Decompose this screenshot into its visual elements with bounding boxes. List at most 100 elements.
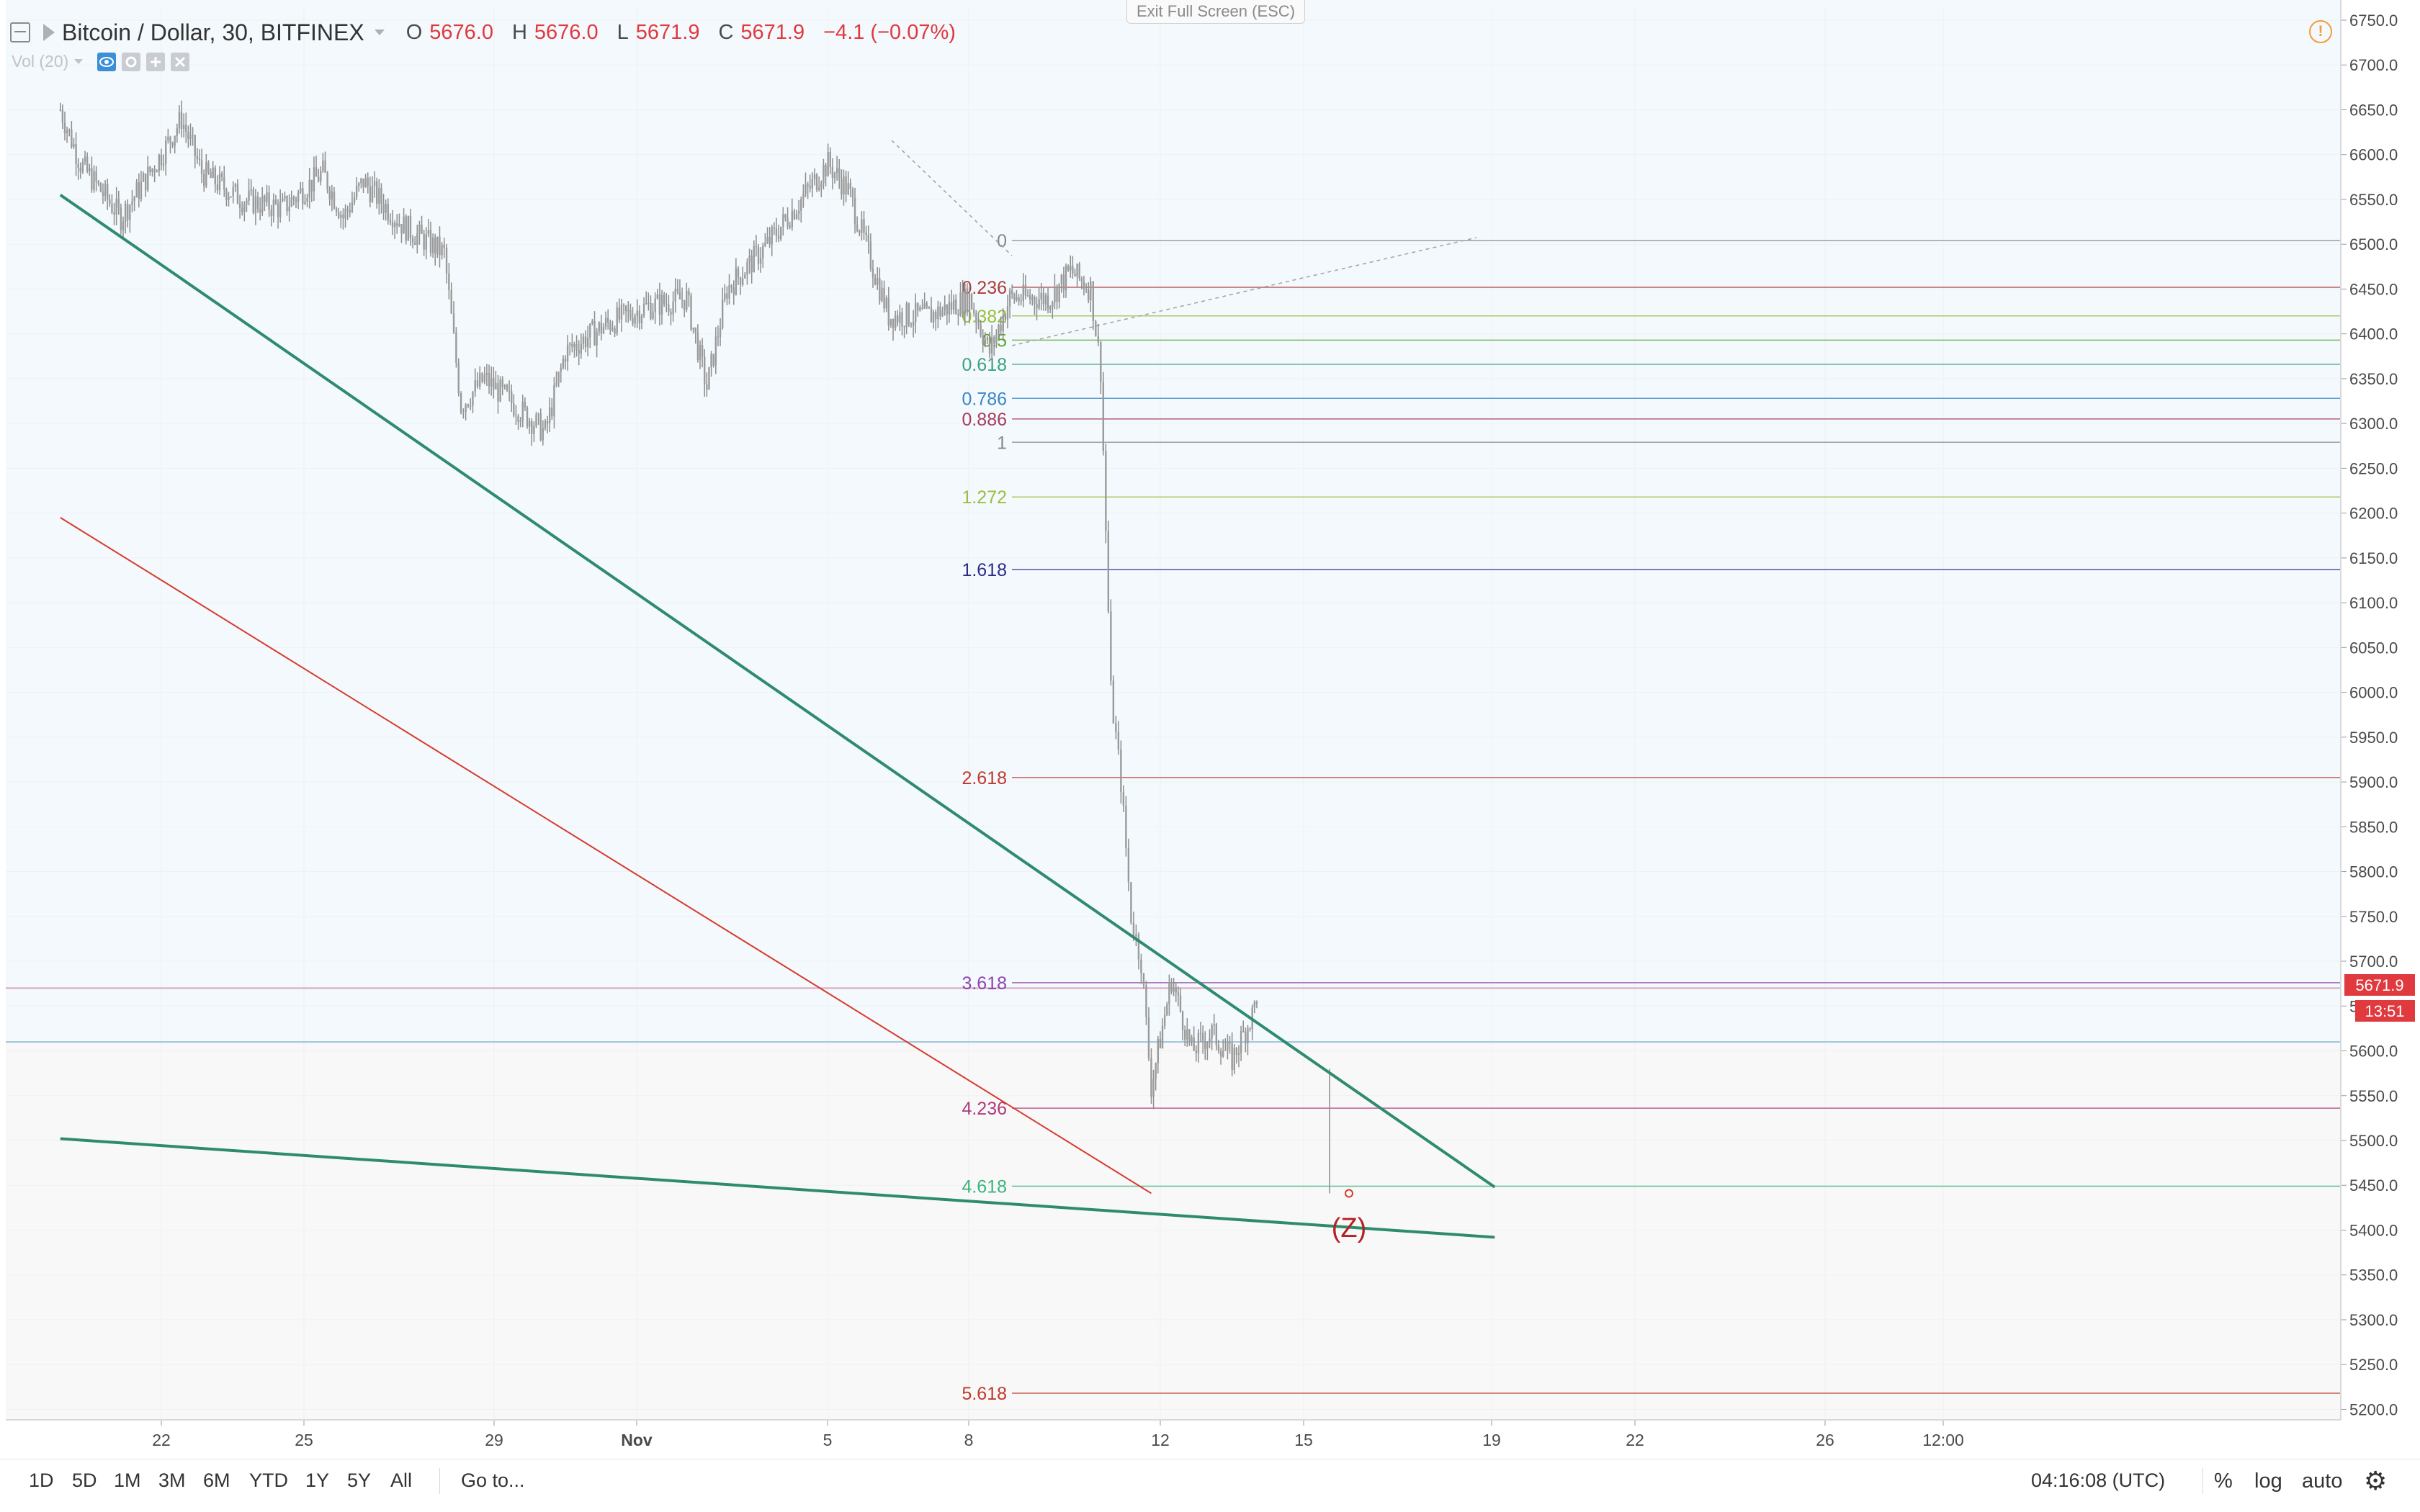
candle-body bbox=[308, 179, 310, 198]
price-tick-label: 6350.0 bbox=[2349, 370, 2398, 388]
settings-icon[interactable] bbox=[122, 52, 141, 71]
candle-body bbox=[704, 356, 706, 384]
trendline-anchor bbox=[1345, 1189, 1353, 1198]
candle-body bbox=[1034, 297, 1036, 304]
candle-body bbox=[829, 152, 831, 168]
candle-body bbox=[196, 156, 199, 159]
auto-toggle[interactable]: auto bbox=[2302, 1470, 2343, 1493]
candle-body bbox=[1011, 290, 1013, 294]
log-toggle[interactable]: log bbox=[2254, 1470, 2282, 1493]
candle-body bbox=[1072, 266, 1074, 274]
candle-body bbox=[674, 289, 676, 302]
candle-body bbox=[409, 215, 412, 238]
candle-body bbox=[935, 311, 937, 320]
candle-body bbox=[513, 403, 515, 415]
candle-body bbox=[425, 234, 427, 250]
candle-body bbox=[452, 313, 455, 333]
price-tick-label: 5300.0 bbox=[2349, 1311, 2398, 1329]
candle-body bbox=[930, 308, 933, 323]
plot-background-upper bbox=[6, 0, 2341, 1041]
low-value: 5671.9 bbox=[635, 20, 700, 44]
volume-indicator-label[interactable]: Vol (20) bbox=[12, 52, 69, 71]
price-tick-label: 6050.0 bbox=[2349, 639, 2398, 657]
candle-body bbox=[797, 210, 800, 214]
candle-body bbox=[618, 307, 620, 320]
candle-body bbox=[120, 207, 122, 230]
candle-body bbox=[79, 168, 81, 172]
candle-body bbox=[975, 313, 977, 323]
candle-body bbox=[413, 242, 416, 245]
price-tick-label: 6450.0 bbox=[2349, 280, 2398, 298]
candle-body bbox=[142, 174, 145, 182]
range-6m-button[interactable]: 6M bbox=[203, 1470, 230, 1491]
candle-body bbox=[259, 209, 261, 213]
candle-body bbox=[926, 303, 928, 307]
candle-body bbox=[701, 344, 704, 357]
range-1m-button[interactable]: 1M bbox=[114, 1470, 141, 1491]
chevron-down-icon[interactable] bbox=[374, 30, 385, 35]
price-tick-label: 5950.0 bbox=[2349, 729, 2398, 747]
candle-body bbox=[1229, 1042, 1231, 1044]
candle-body bbox=[1052, 302, 1054, 307]
candle-body bbox=[1100, 342, 1102, 382]
close-icon[interactable] bbox=[171, 52, 190, 71]
candle-body bbox=[919, 307, 921, 311]
candle-body bbox=[66, 130, 68, 133]
candle-body bbox=[519, 420, 521, 422]
candle-body bbox=[708, 367, 710, 390]
candle-body bbox=[1253, 1001, 1256, 1008]
gear-icon[interactable]: ⚙ bbox=[2364, 1466, 2388, 1495]
candle-body bbox=[535, 414, 537, 427]
price-tick-label: 5900.0 bbox=[2349, 773, 2398, 791]
candle-body bbox=[542, 428, 544, 441]
plus-icon[interactable] bbox=[146, 52, 166, 71]
eye-icon[interactable] bbox=[97, 52, 117, 71]
candle-body bbox=[762, 246, 764, 258]
range-5d-button[interactable]: 5D bbox=[72, 1470, 97, 1491]
range-1y-button[interactable]: 1Y bbox=[305, 1470, 330, 1491]
warning-icon[interactable]: ! bbox=[2309, 20, 2332, 43]
candle-body bbox=[290, 197, 292, 207]
candle-body bbox=[1000, 325, 1002, 332]
candle-body bbox=[537, 413, 539, 415]
candle-body bbox=[476, 380, 479, 387]
candle-body bbox=[292, 197, 295, 199]
candle-body bbox=[1195, 1050, 1197, 1053]
candle-body bbox=[789, 225, 791, 228]
range-3m-button[interactable]: 3M bbox=[158, 1470, 186, 1491]
candle-body bbox=[158, 154, 161, 171]
candle-body bbox=[167, 137, 169, 140]
candle-body bbox=[562, 359, 565, 368]
exit-fullscreen-button[interactable]: Exit Full Screen (ESC) bbox=[1126, 0, 1305, 24]
candle-body bbox=[784, 214, 786, 218]
utc-clock[interactable]: 04:16:08 (UTC) bbox=[2031, 1470, 2166, 1491]
range-all-button[interactable]: All bbox=[390, 1470, 413, 1491]
candle-body bbox=[786, 217, 789, 226]
candle-body bbox=[286, 196, 288, 212]
chevron-down-icon[interactable] bbox=[74, 59, 84, 64]
candle-body bbox=[362, 178, 364, 188]
candle-body bbox=[602, 326, 605, 334]
candle-body bbox=[246, 200, 248, 204]
symbol-title[interactable]: Bitcoin / Dollar, 30, BITFINEX bbox=[62, 19, 364, 45]
candle-body bbox=[959, 292, 962, 316]
goto-button[interactable]: Go to... bbox=[461, 1470, 525, 1491]
candle-body bbox=[1122, 792, 1125, 806]
flag-icon[interactable] bbox=[43, 24, 55, 41]
percent-toggle[interactable]: % bbox=[2214, 1470, 2233, 1493]
candle-body bbox=[1204, 1042, 1206, 1049]
candle-body bbox=[964, 288, 966, 314]
range-5y-button[interactable]: 5Y bbox=[347, 1470, 372, 1491]
candle-body bbox=[899, 312, 901, 323]
range-1d-button[interactable]: 1D bbox=[29, 1470, 54, 1491]
candle-body bbox=[1201, 1032, 1204, 1043]
collapse-icon[interactable] bbox=[10, 22, 30, 42]
candle-body bbox=[710, 354, 712, 368]
candle-body bbox=[254, 196, 257, 213]
candle-body bbox=[481, 373, 483, 382]
range-ytd-button[interactable]: YTD bbox=[249, 1470, 288, 1491]
candle-body bbox=[573, 343, 575, 348]
candle-body bbox=[427, 230, 430, 235]
price-axis: 5200.0 5250.0 5300.0 5350.0 5400.0 5450.0 5500… bbox=[2341, 12, 2398, 1418]
